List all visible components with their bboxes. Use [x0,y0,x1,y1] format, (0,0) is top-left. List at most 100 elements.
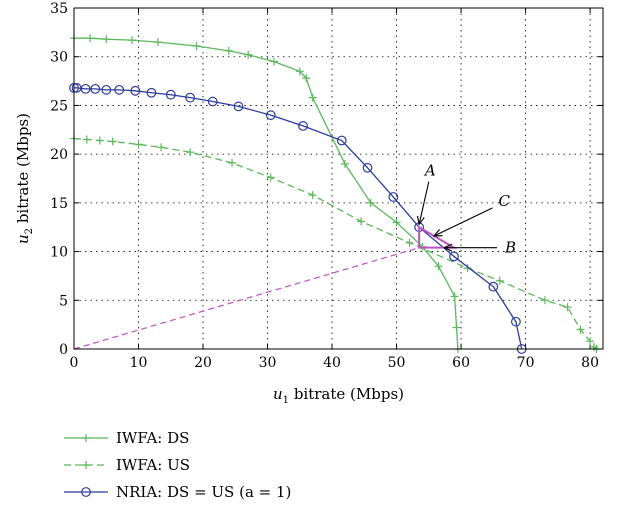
ticks: 0 10 20 30 40 50 60 70 80 0 5 10 15 20 25 30 35 [50,1,603,371]
y-tick-label: 30 [50,50,68,66]
annotation-label-a: A [423,162,436,180]
x-axis-label: u1 bitrate (Mbps) [273,385,404,406]
y-tick-label: 25 [50,98,68,114]
legend-swatch-iwfa-ds [64,433,108,442]
legend-swatch-marker [82,460,90,469]
series-iwfa-us-point [563,303,572,312]
series-iwfa-ds-point [153,38,162,47]
y-tick-label: 35 [50,1,68,17]
legend: IWFA: DS IWFA: US NRIA: DS = US (a = 1) [64,424,291,505]
legend-label-iwfa-us: IWFA: US [116,455,191,474]
x-tick-label: 70 [517,355,535,371]
reference-line [73,247,420,350]
series-iwfa-ds-point [392,218,401,227]
annotation-label-c: C [499,192,511,210]
series-iwfa-ds-point [340,159,349,168]
series-iwfa-us-point [82,135,91,144]
legend-swatch-marker [81,486,91,497]
legend-swatch-marker [82,433,90,442]
series-nria-point [233,101,244,112]
series-iwfa-ds-point [128,36,137,45]
series-nria-point [80,83,91,94]
series-iwfa-ds-point [244,50,253,59]
annotation-arrow-a [419,181,430,225]
series-iwfa-us-point [586,337,595,346]
series-iwfa-us-point [108,137,117,146]
series-nria-point [488,281,499,292]
x-tick-label: 10 [130,355,148,371]
series-iwfa-ds-point [102,35,111,44]
y-tick-label: 20 [50,147,68,163]
x-tick-label: 40 [323,355,341,371]
series-iwfa-us-point [405,238,414,247]
legend-label-iwfa-ds: IWFA: DS [116,428,190,447]
x-axis-label-rest: bitrate (Mbps) [289,385,404,403]
series-iwfa-us-point [157,143,166,152]
series-nria-point [207,96,218,107]
series-nria-point [130,85,141,96]
grid [74,8,603,349]
series-iwfa-ds-point [308,93,317,102]
series-nria-point [449,251,459,262]
annotation-layer: A C B [419,162,516,257]
series-iwfa-us-point [357,217,366,226]
series-nria-point [114,84,125,95]
series-iwfa-ds-point [224,46,233,55]
series-iwfa-us-point [228,158,237,167]
series-iwfa-ds-point [452,323,461,332]
series-iwfa-us-point [308,191,317,200]
series-iwfa-ds-point [302,74,311,83]
series-nria-point [336,135,347,146]
series-nria [69,82,527,354]
series-iwfa-ds-point [366,198,375,207]
series-nria-point [388,192,399,202]
series-iwfa-ds-point [192,41,201,50]
legend-item-iwfa-us: IWFA: US [64,451,291,478]
series-iwfa-ds-point [450,292,459,301]
series-nria-point [101,84,112,95]
series-iwfa-us-point [95,136,104,145]
x-axis-label-sub: 1 [283,395,289,406]
series-nria-point [511,316,521,327]
annotation-label-b: B [504,239,516,257]
series-nria-point [90,83,101,94]
y-tick-label: 10 [50,245,68,261]
legend-label-nria: NRIA: DS = US (a = 1) [116,482,292,501]
series-iwfa-us-point [134,140,143,149]
x-tick-label: 50 [388,355,406,371]
series-nria-point [265,110,276,121]
y-tick-label: 15 [50,196,68,212]
series-iwfa-ds-point [434,262,443,271]
legend-swatch-nria [64,486,108,497]
plot-frame [73,7,604,350]
series-iwfa-us [70,134,601,353]
series-iwfa-ds-line [74,37,459,350]
series-iwfa-us-point [266,173,275,182]
annotation-arrow-c [434,207,493,236]
series-nria-point [185,92,196,103]
series-iwfa-us-point [576,325,585,334]
series-iwfa-ds [70,34,462,353]
series-iwfa-us-point [186,148,195,157]
series-nria-point [165,89,176,100]
y-tick-label: 0 [59,342,68,358]
series-iwfa-us-point [495,276,504,285]
legend-item-iwfa-ds: IWFA: DS [64,424,291,451]
series-iwfa-ds-point [295,67,304,76]
series-nria-point [298,120,308,131]
series-iwfa-ds-point [86,34,95,43]
legend-swatch-iwfa-us [64,460,108,469]
x-tick-label: 20 [194,355,212,371]
y-axis-label: u2 bitrate (Mbps) [14,113,35,244]
x-tick-label: 30 [259,355,277,371]
x-tick-label: 0 [70,355,79,371]
x-tick-label: 80 [581,355,599,371]
y-axis-label-var: u [14,234,32,244]
series-nria-point [362,162,373,173]
region-triangle [418,225,458,249]
y-axis-label-rest: bitrate (Mbps) [14,113,32,228]
y-tick-label: 5 [59,293,68,309]
series-nria-point [146,87,157,98]
series-iwfa-ds-point [269,57,278,66]
